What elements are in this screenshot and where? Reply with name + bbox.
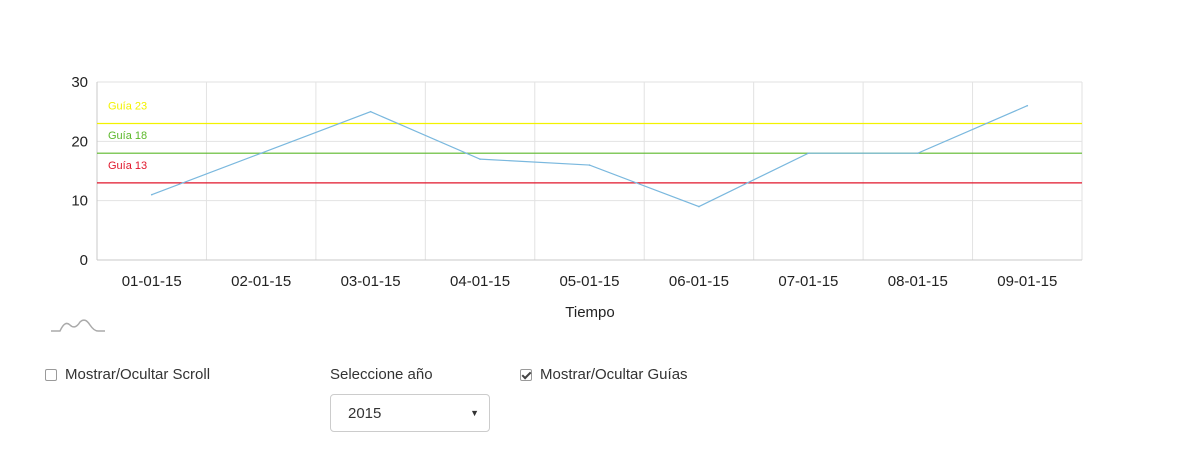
x-tick-label: 02-01-15 — [231, 273, 291, 290]
data-point — [1026, 104, 1029, 107]
series-line — [151, 105, 1028, 208]
y-tick-label: 20 — [71, 133, 88, 150]
y-axis: 0 10 20 30 — [71, 74, 88, 269]
scroll-toggle-label: Mostrar/Ocultar Scroll — [65, 366, 211, 383]
guides-toggle-label: Mostrar/Ocultar Guías — [540, 366, 688, 383]
data-point — [369, 110, 372, 113]
year-select-label: Seleccione año — [330, 366, 433, 383]
sparkline-icon[interactable] — [50, 317, 106, 335]
x-tick-label: 09-01-15 — [997, 273, 1057, 290]
x-tick-label: 03-01-15 — [341, 273, 401, 290]
x-tick-label: 07-01-15 — [778, 273, 838, 290]
scroll-checkbox[interactable] — [45, 368, 57, 381]
x-axis: 01-01-15 02-01-15 03-01-15 04-01-15 05-01-15… — [122, 273, 1058, 290]
guide-lines: Guía 23 Guía 18 Guía 13 — [97, 101, 1082, 184]
scroll-toggle[interactable]: Mostrar/Ocultar Scroll — [45, 366, 210, 383]
guide-label: Guía 18 — [108, 130, 147, 142]
x-tick-label: 06-01-15 — [669, 273, 729, 290]
x-tick-label: 08-01-15 — [888, 273, 948, 290]
data-point — [150, 193, 153, 196]
x-tick-label: 05-01-15 — [559, 273, 619, 290]
data-point — [698, 205, 700, 208]
guides-toggle[interactable]: Mostrar/Ocultar Guías — [520, 366, 688, 383]
chevron-down-icon: ▼ — [470, 408, 479, 418]
x-tick-label: 01-01-15 — [122, 273, 182, 290]
y-tick-label: 0 — [80, 252, 88, 269]
series-layer — [150, 104, 1029, 208]
data-point — [260, 152, 262, 154]
guide-label: Guía 23 — [108, 101, 147, 113]
data-point — [807, 152, 810, 154]
guides-checkbox[interactable] — [520, 368, 532, 381]
data-point — [479, 158, 481, 160]
x-axis-title: Tiempo — [565, 304, 614, 321]
chart-grid — [96, 81, 1083, 261]
data-point — [917, 152, 919, 154]
y-tick-label: 10 — [71, 193, 88, 210]
y-tick-label: 30 — [71, 74, 88, 91]
year-select[interactable]: 2015 ▼ — [330, 394, 490, 432]
line-chart: Guía 23 Guía 18 Guía 13 0 10 20 30 01-01-15 02… — [71, 74, 1083, 321]
guide-label: Guía 13 — [108, 160, 147, 172]
x-tick-label: 04-01-15 — [450, 273, 510, 290]
year-select-value: 2015 — [348, 404, 382, 422]
data-point — [588, 164, 591, 166]
